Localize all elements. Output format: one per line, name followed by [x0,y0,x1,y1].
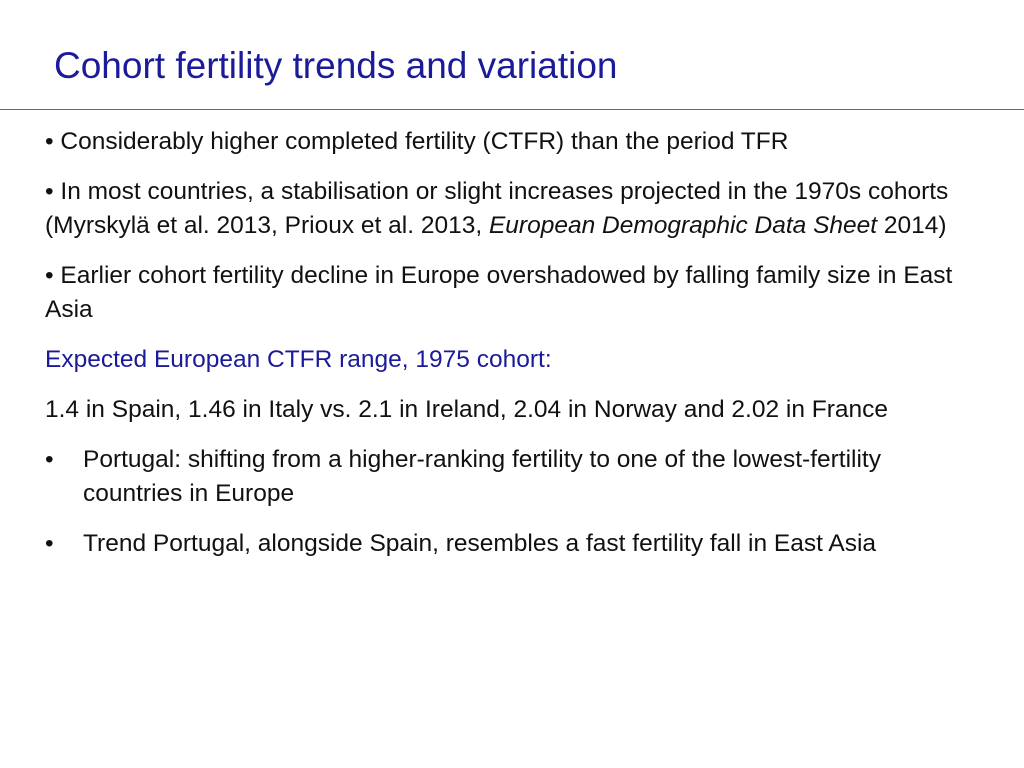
sub-bullet-item: • Trend Portugal, alongside Spain, resem… [45,527,975,561]
bullet-glyph: • [45,178,54,205]
bullet-glyph: • [45,128,54,155]
bullet-text: In most countries, a stabilisation or sl… [45,178,949,239]
bullet-item: • In most countries, a stabilisation or … [45,175,975,243]
bullet-text: Earlier cohort fertility decline in Euro… [45,262,953,323]
citation-title: European Demographic Data Sheet [488,212,878,239]
section-subheading: Expected European CTFR range, 1975 cohor… [45,346,552,373]
bullet-text-end: 2014) [877,212,947,239]
page-title: Cohort fertility trends and variation [54,45,618,86]
bullet-item: • Considerably higher completed fertilit… [45,125,975,159]
slide-body: • Considerably higher completed fertilit… [45,125,975,577]
sub-bullet-text: Trend Portugal, alongside Spain, resembl… [83,530,877,557]
title-divider [0,109,1024,110]
bullet-text: Considerably higher completed fertility … [60,128,789,155]
bullet-glyph: • [45,530,54,557]
sub-bullet-text: Portugal: shifting from a higher-ranking… [83,446,881,507]
sub-bullet-item: • Portugal: shifting from a higher-ranki… [45,443,975,511]
bullet-item: • Earlier cohort fertility decline in Eu… [45,259,975,327]
ctfr-range-text: 1.4 in Spain, 1.46 in Italy vs. 2.1 in I… [45,396,889,423]
bullet-glyph: • [45,446,54,473]
bullet-glyph: • [45,262,54,289]
